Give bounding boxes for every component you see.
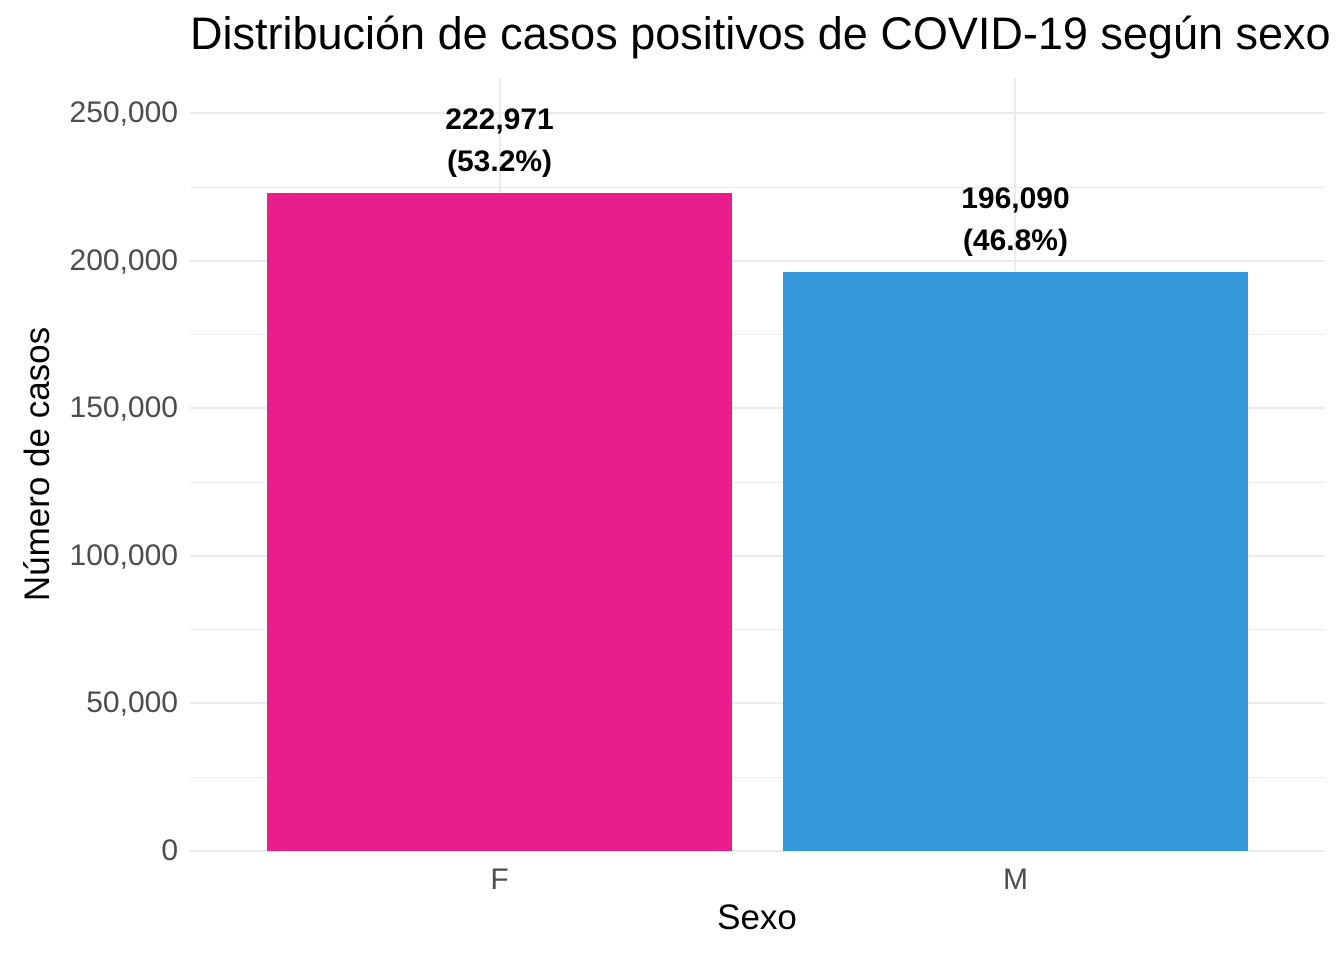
bar-M xyxy=(783,272,1248,851)
major-gridline xyxy=(190,407,1325,410)
chart-title: Distribución de casos positivos de COVID… xyxy=(190,8,1331,59)
x-tick-label: M xyxy=(1002,863,1028,896)
bar-value-label: 222,971 (53.2%) xyxy=(340,99,660,183)
y-tick-label: 250,000 xyxy=(69,96,178,130)
major-gridline xyxy=(190,702,1325,705)
bar-percent-text: (53.2%) xyxy=(447,145,553,179)
y-tick-label: 0 xyxy=(161,834,178,867)
major-gridline xyxy=(190,259,1325,262)
minor-gridline xyxy=(190,776,1325,778)
x-tick-label: F xyxy=(490,863,509,896)
major-gridline xyxy=(190,554,1325,557)
bar-count-text: 222,971 xyxy=(445,103,554,137)
major-gridline xyxy=(190,850,1325,852)
y-tick-label: 100,000 xyxy=(69,538,178,572)
minor-gridline xyxy=(190,186,1325,188)
bar-count-text: 196,090 xyxy=(961,182,1070,216)
minor-gridline xyxy=(190,334,1325,336)
x-axis-title: Sexo xyxy=(717,898,797,937)
y-tick-label: 150,000 xyxy=(69,391,178,425)
minor-gridline xyxy=(190,481,1325,483)
major-gridline xyxy=(190,112,1325,115)
minor-gridline xyxy=(190,629,1325,631)
bar-value-label: 196,090 (46.8%) xyxy=(855,178,1175,262)
plot-panel: 222,971 (53.2%) 196,090 (46.8%) xyxy=(190,78,1325,852)
bar-F xyxy=(267,193,732,851)
bar-percent-text: (46.8%) xyxy=(962,224,1068,258)
y-tick-label: 50,000 xyxy=(86,686,178,720)
y-tick-label: 200,000 xyxy=(69,243,178,277)
